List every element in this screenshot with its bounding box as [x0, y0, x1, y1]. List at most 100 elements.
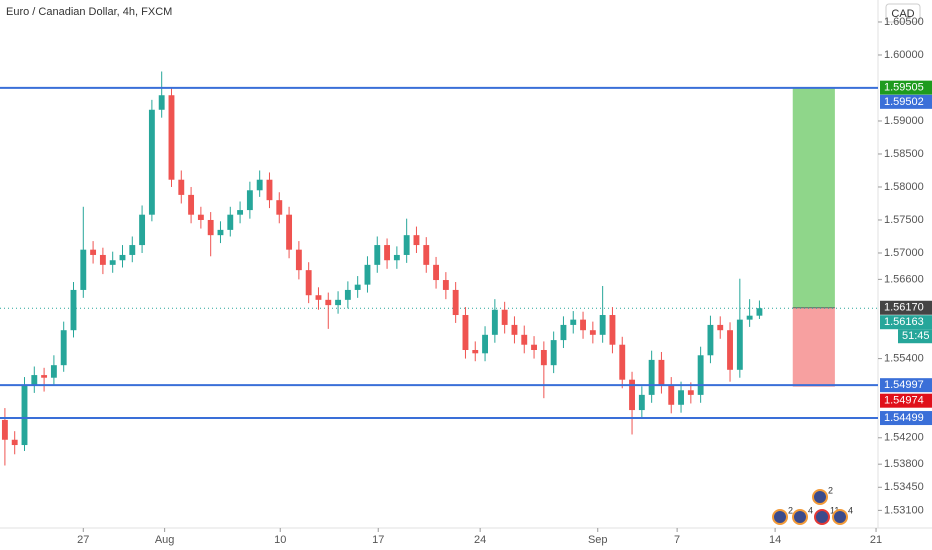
candle-body: [609, 315, 616, 345]
candle-body: [109, 260, 116, 265]
candle-body: [403, 235, 410, 255]
y-tick-label: 1.59000: [884, 115, 924, 127]
x-tick-label: 21: [870, 534, 882, 546]
candle-body: [188, 194, 195, 215]
candle-body: [60, 330, 67, 366]
last-price-label-box: [880, 315, 932, 330]
x-tick-label: 10: [274, 534, 286, 546]
candle-body: [393, 254, 400, 261]
countdown: 51:45: [902, 330, 930, 342]
x-tick-label: Sep: [588, 534, 608, 546]
candle-body: [276, 200, 283, 215]
level-label: 1.59502: [884, 96, 924, 108]
y-tick-label: 1.53450: [884, 481, 924, 493]
y-tick-label: 1.57000: [884, 247, 924, 259]
y-tick-label: 1.54200: [884, 432, 924, 444]
candle-body: [668, 384, 675, 405]
x-tick-label: 7: [674, 534, 680, 546]
candle-body: [678, 390, 684, 405]
candle-body: [687, 390, 694, 395]
candle-body: [658, 359, 665, 385]
candle-body: [168, 95, 175, 180]
candle-body: [727, 330, 733, 370]
candle-body: [256, 179, 263, 191]
stop-label: 1.54974: [884, 395, 924, 407]
candle-body: [550, 340, 557, 366]
event-marker[interactable]: [792, 509, 808, 525]
candle-body: [697, 355, 704, 395]
event-count: 2: [828, 485, 833, 495]
candle-body: [246, 190, 253, 211]
y-tick-label: 1.58000: [884, 181, 924, 193]
y-tick-label: 1.56600: [884, 273, 924, 285]
candle-body: [472, 349, 479, 354]
candle-body: [589, 330, 596, 335]
target-label: 1.59505: [884, 82, 924, 94]
candle-body: [570, 319, 577, 325]
loss-zone: [792, 307, 835, 387]
candle-body: [21, 384, 28, 446]
y-tick-label: 1.60500: [884, 16, 924, 28]
event-count: 11: [830, 505, 839, 515]
candle-body: [344, 289, 351, 300]
candle-body: [638, 394, 645, 411]
profit-zone: [792, 87, 835, 308]
candle-body: [158, 95, 165, 110]
candle-body: [80, 249, 87, 290]
countdown-box: [898, 329, 932, 344]
entry-label: 1.56170: [884, 302, 924, 314]
candle-body: [540, 349, 547, 366]
candle-body: [756, 308, 763, 316]
level-label: 1.54499: [884, 412, 924, 424]
candle-body: [717, 324, 724, 331]
candle-body: [619, 344, 626, 380]
candle-body: [207, 219, 214, 236]
candle-body: [295, 249, 302, 271]
x-tick-label: Aug: [155, 534, 175, 546]
event-marker[interactable]: [832, 509, 848, 525]
stop-label-box: [880, 393, 932, 408]
candle-body: [482, 334, 488, 354]
candle-body: [70, 289, 77, 331]
x-tick-label: 17: [372, 534, 384, 546]
candle-body: [90, 249, 97, 255]
chart-title: Euro / Canadian Dollar, 4h, FXCM: [6, 6, 172, 18]
event-count: 2: [788, 505, 793, 515]
candle-body: [99, 254, 106, 265]
candle-body: [413, 235, 420, 246]
candle-body: [423, 245, 430, 265]
event-marker[interactable]: [812, 489, 828, 505]
currency[interactable]: CAD: [891, 8, 914, 20]
event-marker[interactable]: [814, 509, 830, 525]
candle-body: [178, 179, 185, 195]
candle-body: [364, 264, 371, 285]
candle-body: [462, 315, 469, 350]
entry-label-box: [880, 300, 932, 315]
y-tick-label: 1.53100: [884, 504, 924, 516]
y-tick-label: 1.57500: [884, 214, 924, 226]
level-label-box: [880, 378, 932, 393]
candle-body: [41, 375, 48, 378]
candle-body: [315, 295, 322, 300]
candle-body: [501, 309, 508, 325]
candle-body: [197, 214, 204, 220]
candle-body: [629, 379, 635, 411]
candle-body: [442, 280, 449, 290]
candle-body: [227, 214, 234, 230]
candle-body: [237, 210, 244, 215]
currency-box[interactable]: [885, 3, 921, 23]
candle-body: [335, 299, 342, 306]
candle-body: [374, 245, 381, 265]
event-marker[interactable]: [772, 509, 788, 525]
candle-body: [384, 245, 391, 261]
candle-body: [491, 309, 498, 335]
candle-body: [148, 109, 155, 215]
level-label-box: [880, 94, 932, 109]
candle-body: [521, 334, 528, 345]
candle-body: [354, 284, 361, 290]
y-tick-label: 1.58500: [884, 148, 924, 160]
candle-body: [50, 365, 57, 378]
candle-body: [266, 179, 273, 201]
